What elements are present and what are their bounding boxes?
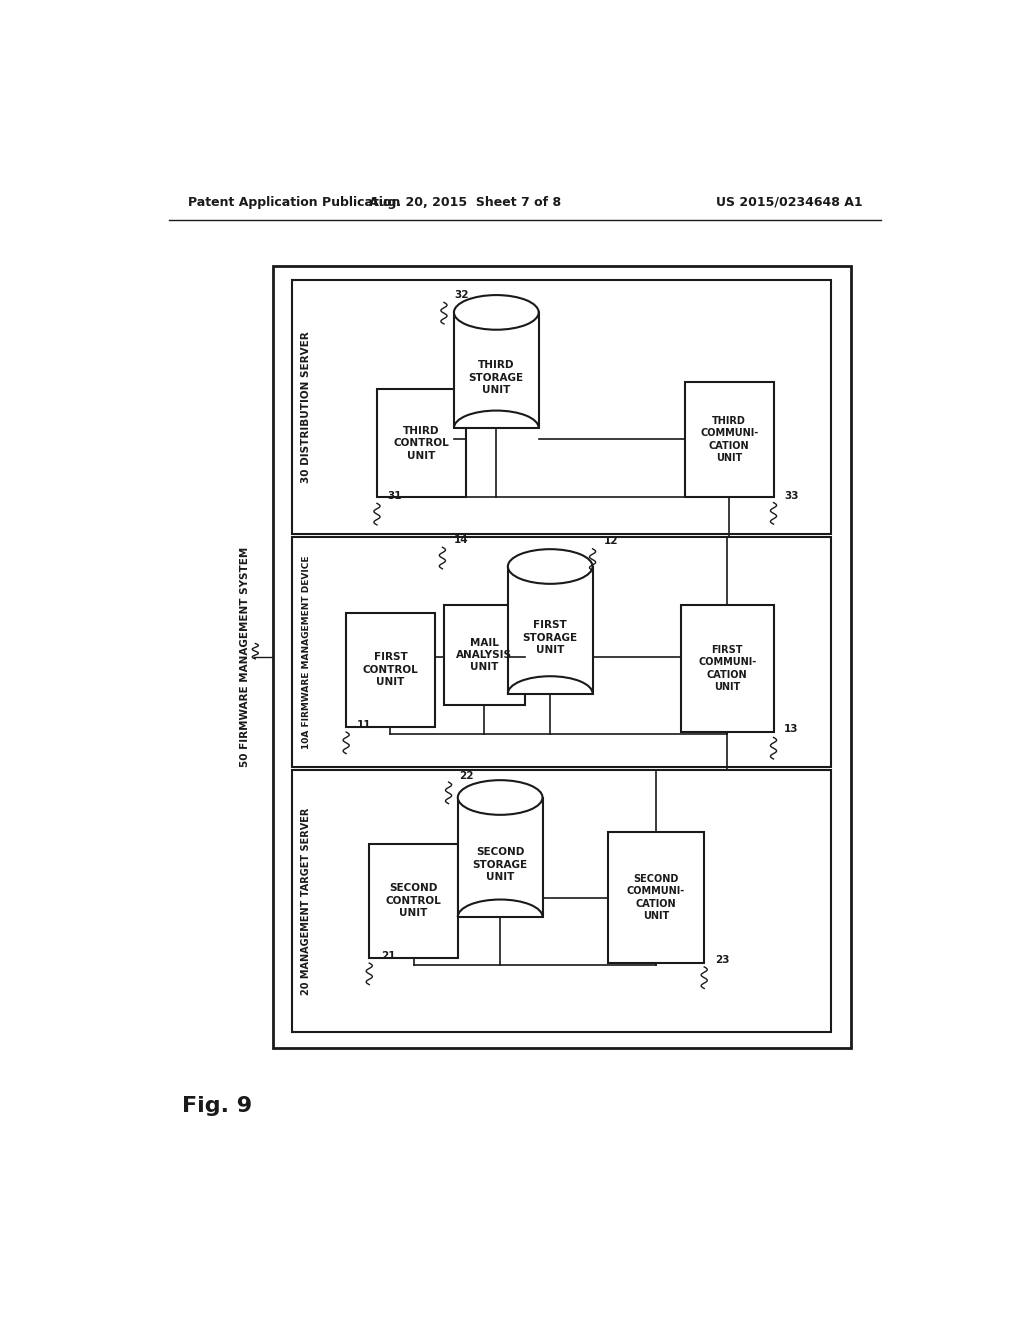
Text: Fig. 9: Fig. 9 [181,1096,252,1115]
Bar [377,389,466,498]
Bar [685,381,773,498]
Text: THIRD
COMMUNI-
CATION
UNIT: THIRD COMMUNI- CATION UNIT [700,416,759,463]
Text: 11: 11 [357,719,372,730]
Text: 20 MANAGEMENT TARGET SERVER: 20 MANAGEMENT TARGET SERVER [301,808,311,995]
Bar [681,605,773,733]
Ellipse shape [458,780,543,814]
Text: THIRD
CONTROL
UNIT: THIRD CONTROL UNIT [393,426,450,461]
Text: 30 DISTRIBUTION SERVER: 30 DISTRIBUTION SERVER [301,331,311,483]
Bar [458,797,543,917]
Text: Patent Application Publication: Patent Application Publication [188,195,400,209]
Text: FIRST
CONTROL
UNIT: FIRST CONTROL UNIT [362,652,419,688]
Text: SECOND
COMMUNI-
CATION
UNIT: SECOND COMMUNI- CATION UNIT [627,874,685,921]
Bar [273,267,851,1048]
Bar [346,612,435,726]
Text: SECOND
STORAGE
UNIT: SECOND STORAGE UNIT [473,847,527,882]
Text: US 2015/0234648 A1: US 2015/0234648 A1 [716,195,862,209]
Text: 10A FIRMWARE MANAGEMENT DEVICE: 10A FIRMWARE MANAGEMENT DEVICE [302,556,310,748]
Bar [608,832,705,964]
Text: 22: 22 [460,771,474,780]
Text: 33: 33 [784,491,799,502]
Text: THIRD
STORAGE
UNIT: THIRD STORAGE UNIT [469,360,524,395]
Ellipse shape [508,549,593,583]
Text: 23: 23 [715,954,729,965]
Text: 12: 12 [603,536,617,546]
Text: 50 FIRMWARE MANAGEMENT SYSTEM: 50 FIRMWARE MANAGEMENT SYSTEM [240,548,250,767]
Bar [508,566,593,693]
Text: 32: 32 [454,290,468,300]
Bar [292,770,831,1032]
Text: 13: 13 [784,725,799,734]
Ellipse shape [454,296,539,330]
Text: MAIL
ANALYSIS
UNIT: MAIL ANALYSIS UNIT [457,638,512,672]
Text: 14: 14 [454,535,469,545]
Text: FIRST
COMMUNI-
CATION
UNIT: FIRST COMMUNI- CATION UNIT [698,645,757,692]
Text: 21: 21 [381,950,395,961]
Text: FIRST
STORAGE
UNIT: FIRST STORAGE UNIT [522,620,578,655]
Bar [370,843,458,958]
Text: SECOND
CONTROL
UNIT: SECOND CONTROL UNIT [386,883,441,919]
Bar [292,537,831,767]
Bar [444,605,524,705]
Bar [454,313,539,428]
Bar [292,280,831,535]
Text: 31: 31 [388,491,402,502]
Text: Aug. 20, 2015  Sheet 7 of 8: Aug. 20, 2015 Sheet 7 of 8 [370,195,561,209]
